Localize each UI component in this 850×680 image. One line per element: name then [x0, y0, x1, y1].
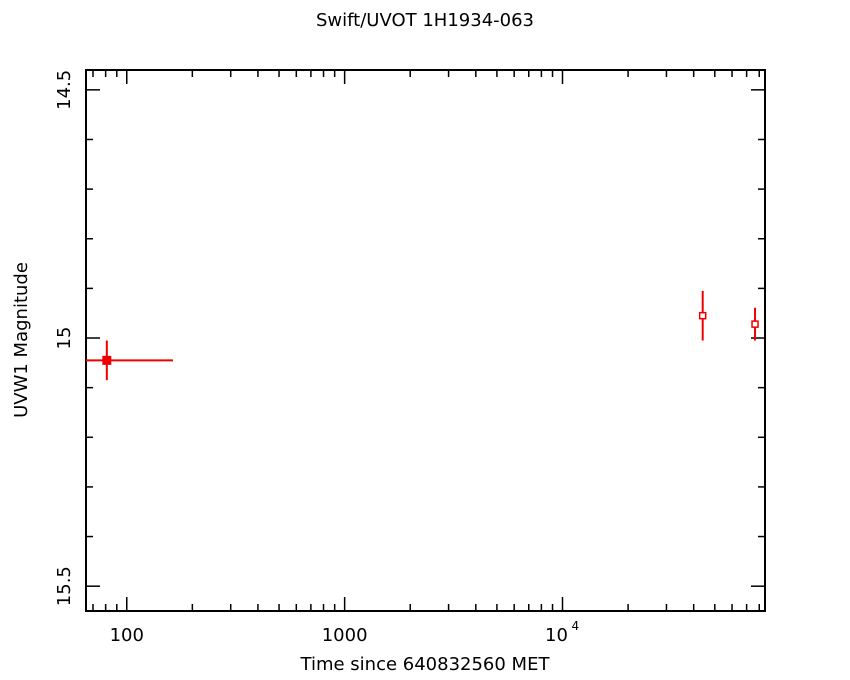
y-tick-label: 15.5 [54, 566, 75, 606]
x-tick-label: 100 [110, 625, 144, 646]
x-tick-label-exponent: 4 [572, 619, 580, 633]
chart-title: Swift/UVOT 1H1934-063 [316, 10, 534, 31]
data-point [86, 340, 173, 381]
y-tick-label: 14.5 [54, 70, 75, 110]
x-tick-label: 1000 [322, 625, 368, 646]
y-tick-label: 15 [54, 327, 75, 350]
y-axis-ticks: 14.5 15 15.5 [54, 70, 765, 606]
x-tick-label: 10 [545, 625, 568, 646]
y-axis-label: UVW1 Magnitude [11, 262, 32, 418]
plot-frame [85, 69, 766, 612]
x-axis-label: Time since 640832560 MET [300, 654, 551, 675]
x-axis-ticks: 100 1000 10 4 [92, 70, 761, 646]
data-series [86, 290, 759, 381]
data-point [698, 290, 707, 341]
point-marker [102, 355, 112, 365]
point-marker [698, 311, 707, 320]
point-marker [751, 320, 759, 328]
data-point [751, 307, 759, 341]
